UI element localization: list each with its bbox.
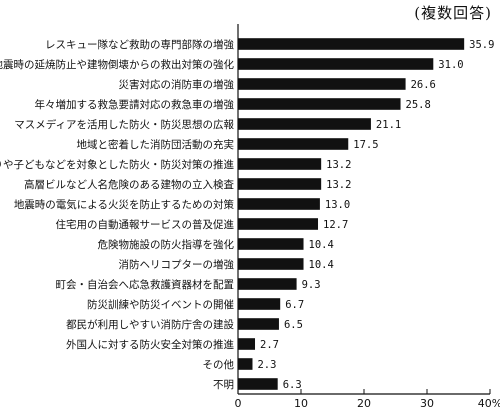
category-label: 危険物施設の防火指導を強化 [98, 238, 235, 251]
value-label: 17.5 [353, 139, 378, 151]
category-label: 住宅用の自動通報サービスの普及促進 [56, 218, 235, 231]
bar [238, 358, 253, 370]
value-label: 12.7 [323, 219, 348, 231]
value-label: 2.3 [257, 359, 276, 371]
bar [238, 338, 256, 350]
value-label: 10.4 [309, 239, 334, 251]
bar [238, 118, 371, 130]
bar [238, 298, 281, 310]
value-label: 13.0 [325, 199, 350, 211]
category-labels: レスキュー隊など救助の専門部隊の増強地震時の延焼防止や建物倒壊からの救出対策の強… [0, 38, 234, 391]
x-tick-label: 10 [294, 397, 308, 410]
value-label: 25.8 [406, 99, 431, 111]
value-label: 6.5 [284, 319, 303, 331]
bar [238, 158, 322, 170]
category-label: 不明 [213, 379, 234, 391]
category-label: 高層ビルなど人名危険のある建物の立入検査 [24, 178, 234, 191]
value-label: 31.0 [438, 59, 463, 71]
category-label: 都民が利用しやすい消防庁舎の建設 [66, 318, 234, 331]
bar [238, 278, 297, 290]
value-label: 6.3 [283, 379, 302, 391]
value-label: 10.4 [309, 259, 334, 271]
bar [238, 138, 349, 150]
value-label: 13.2 [326, 159, 351, 171]
category-label: お年寄りや子どもなどを対象とした防火・防災対策の推進 [0, 158, 234, 171]
multiple-answer-note: (複数回答) [414, 4, 492, 22]
category-label: 災害対応の消防車の増強 [119, 78, 235, 91]
category-label: 外国人に対する防火安全対策の推進 [66, 338, 234, 351]
category-label: 地震時の延焼防止や建物倒壊からの救出対策の強化 [0, 58, 234, 71]
x-tick-label: 40% [478, 397, 500, 410]
category-label: その他 [203, 358, 235, 371]
category-label: 防災訓練や防災イベントの開催 [87, 298, 234, 311]
bar [238, 98, 401, 110]
category-label: 地域と密着した消防団活動の充実 [77, 138, 235, 151]
bar [238, 378, 278, 390]
value-label: 13.2 [326, 179, 351, 191]
category-label: 地震時の電気による火災を防止するための対策 [14, 198, 235, 211]
value-label: 21.1 [376, 119, 401, 131]
x-tick-label: 0 [235, 397, 242, 410]
category-label: レスキュー隊など救助の専門部隊の増強 [45, 38, 234, 51]
category-label: 年々増加する救急要請対応の救急車の増強 [35, 98, 235, 111]
bar [238, 238, 304, 250]
bar [238, 38, 465, 50]
bar [238, 218, 319, 230]
bar [238, 318, 279, 330]
value-label: 35.9 [469, 39, 494, 51]
value-labels: 35.931.026.625.821.117.513.213.213.012.7… [257, 39, 494, 391]
value-label: 9.3 [302, 279, 321, 291]
bar-series [238, 38, 465, 390]
x-tick-label: 20 [357, 397, 371, 410]
value-label: 2.7 [260, 339, 279, 351]
value-label: 6.7 [285, 299, 304, 311]
category-label: マスメディアを活用した防火・防災思想の広報 [14, 118, 234, 131]
bar [238, 258, 304, 270]
category-label: 町会・自治会へ応急救護資器材を配置 [56, 278, 235, 291]
category-label: 消防ヘリコプターの増強 [119, 258, 235, 271]
bar [238, 58, 434, 70]
bar [238, 178, 322, 190]
x-tick-label: 30 [420, 397, 434, 410]
bar [238, 78, 406, 90]
value-label: 26.6 [411, 79, 436, 91]
bar [238, 198, 320, 210]
